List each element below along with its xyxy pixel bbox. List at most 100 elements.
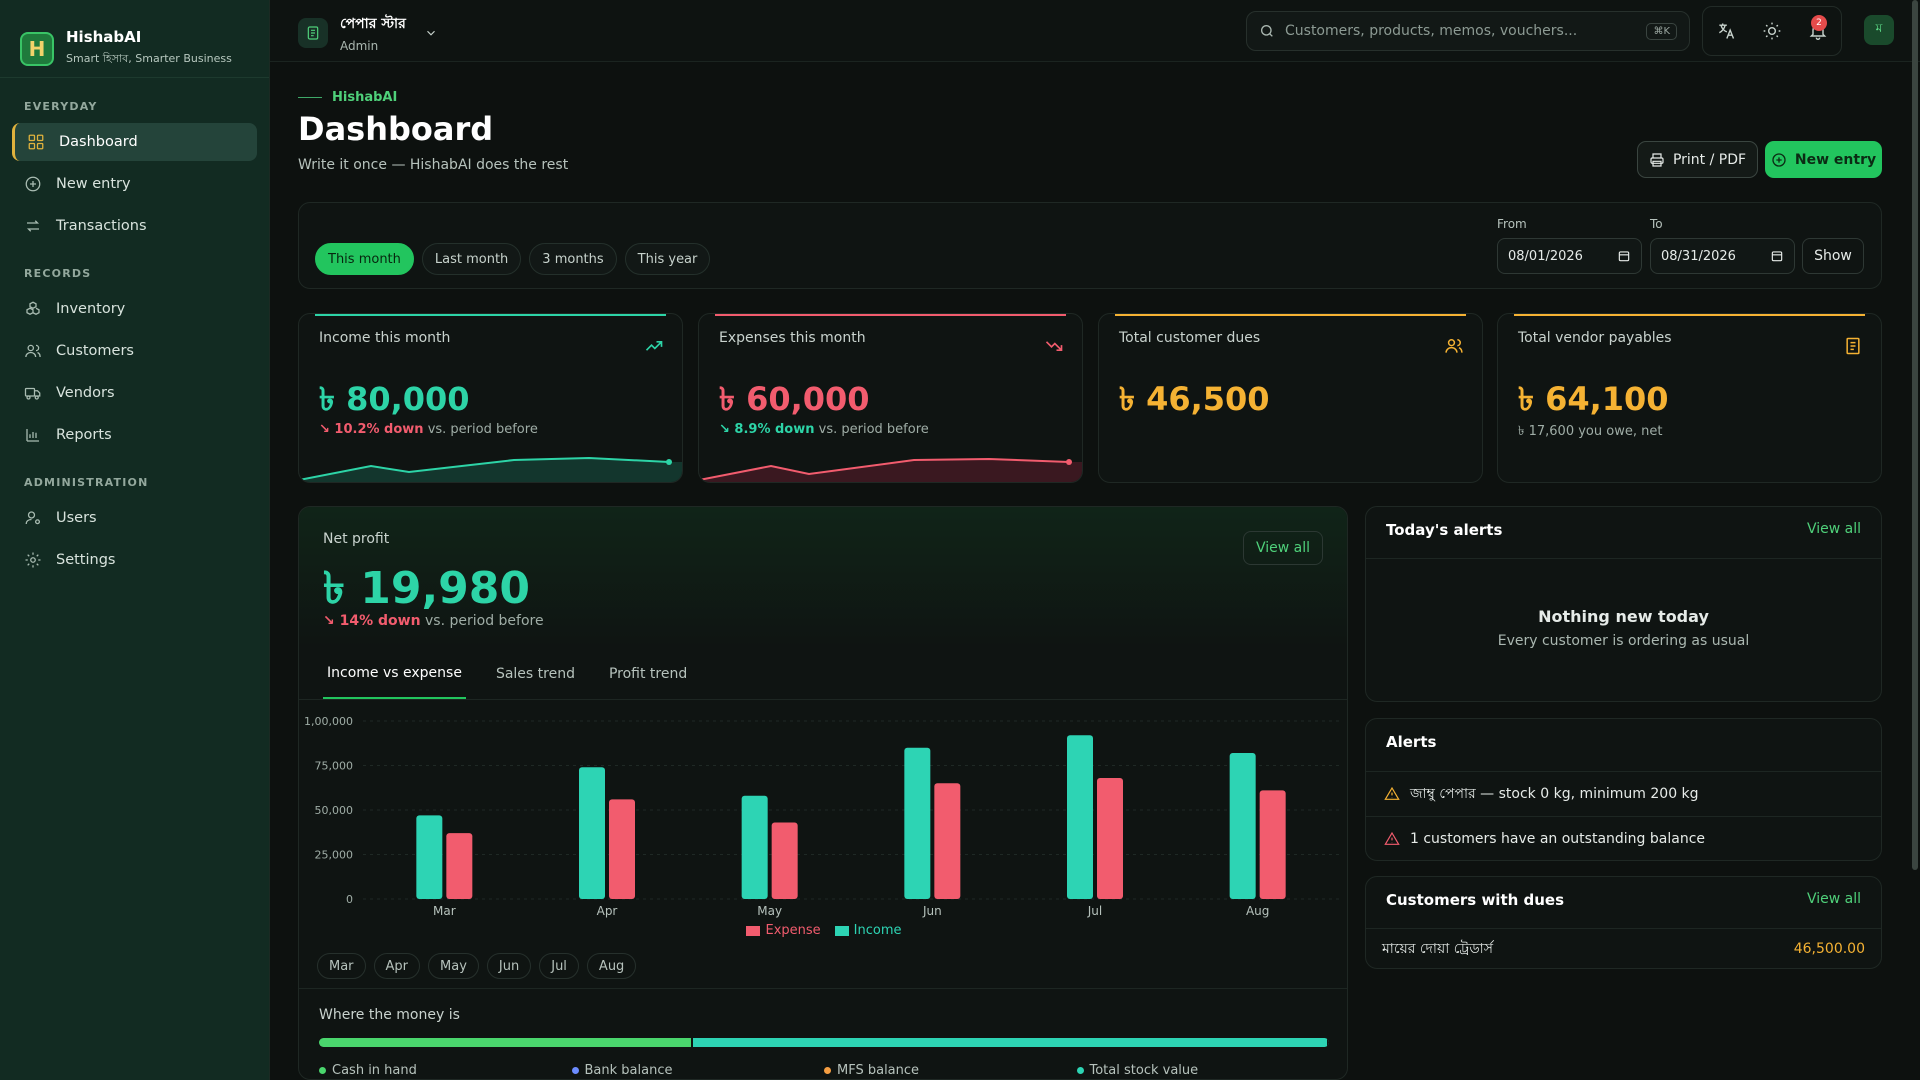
month-pill[interactable]: Jul	[539, 953, 579, 979]
expense-bar[interactable]	[609, 799, 635, 899]
vendor-payables-card[interactable]: Total vendor payables ৳ 64,100 ৳ 17,600 …	[1497, 313, 1882, 483]
panel-title: Today's alerts	[1386, 521, 1503, 539]
legend-dot	[1076, 1067, 1084, 1074]
show-button[interactable]: Show	[1802, 238, 1864, 274]
expense-bar[interactable]	[771, 822, 798, 899]
warning-icon	[1384, 786, 1400, 800]
from-date-input[interactable]: 08/01/2026	[1497, 238, 1642, 274]
y-tick-label: 1,00,000	[304, 715, 353, 728]
income-bar[interactable]	[579, 767, 605, 899]
page-scrollbar[interactable]	[1912, 0, 1918, 870]
x-tick-label: Jul	[1087, 904, 1102, 918]
sidebar-item-inventory[interactable]: Inventory	[12, 290, 257, 328]
income-bar[interactable]	[904, 747, 931, 899]
net-profit-label: Net profit	[323, 531, 390, 547]
to-date-input[interactable]: 08/31/2026	[1650, 238, 1795, 274]
expense-bar[interactable]	[934, 783, 961, 899]
expense-bar[interactable]	[1097, 777, 1123, 899]
money-distribution-bar	[319, 1038, 1329, 1047]
y-tick-label: 50,000	[315, 804, 354, 817]
change-value: 10.2% down	[334, 422, 424, 437]
search-input[interactable]: Customers, products, memos, vouchers... …	[1246, 11, 1690, 51]
card-label: Income this month	[319, 330, 451, 346]
income-card[interactable]: Income this month ৳ 80,000 ↘ 10.2% down …	[298, 313, 683, 483]
x-tick-label: Mar	[433, 904, 456, 918]
income-bar[interactable]	[1067, 735, 1093, 899]
table-row[interactable]: মায়ের দোয়া ট্রেডার্স 46,500.00	[1366, 929, 1881, 968]
tabs-divider	[299, 699, 1347, 700]
customer-dues-card[interactable]: Total customer dues ৳ 46,500	[1098, 313, 1483, 483]
section-label-everyday: EVERYDAY	[24, 100, 98, 113]
net-profit-header	[299, 507, 1347, 649]
card-label: Expenses this month	[719, 330, 866, 346]
month-pill[interactable]: May	[428, 953, 479, 979]
print-button[interactable]: Print / PDF	[1637, 141, 1758, 178]
month-pill[interactable]: Mar	[317, 953, 366, 979]
range-this-year[interactable]: This year	[624, 243, 711, 275]
chevron-down-icon[interactable]	[424, 26, 438, 40]
month-pill[interactable]: Jun	[486, 953, 532, 979]
expense-bar[interactable]	[446, 833, 473, 899]
sidebar-item-label: New entry	[56, 176, 131, 192]
range-last-month[interactable]: Last month	[421, 243, 522, 275]
month-pill[interactable]: Aug	[586, 953, 637, 979]
topbar: পেপার স্টার Admin Customers, products, m…	[270, 0, 1920, 62]
y-tick-label: 75,000	[315, 760, 354, 773]
calendar-icon[interactable]	[1617, 249, 1631, 263]
translate-icon[interactable]	[1716, 21, 1736, 41]
range-pills: This month Last month 3 months This year	[315, 243, 711, 275]
avatar[interactable]: ম	[1864, 15, 1894, 45]
sidebar-item-customers[interactable]: Customers	[12, 332, 257, 370]
income-bar[interactable]	[416, 815, 443, 899]
sidebar-item-transactions[interactable]: Transactions	[12, 207, 257, 245]
sidebar-item-settings[interactable]: Settings	[12, 541, 257, 579]
legend-expense[interactable]: Expense	[746, 923, 821, 938]
sun-icon[interactable]	[1762, 21, 1782, 41]
expense-bar[interactable]	[1259, 790, 1286, 899]
truck-icon	[24, 387, 41, 400]
todays-alerts-view-all[interactable]: View all	[1806, 521, 1861, 537]
card-change: ↘ 8.9% down vs. period before	[719, 422, 929, 437]
plus-circle-icon	[25, 176, 41, 192]
chart-legend: Expense Income	[299, 923, 1347, 938]
net-profit-view-all[interactable]: View all	[1242, 531, 1323, 565]
change-suffix: vs. period before	[427, 422, 538, 437]
sidebar-item-users[interactable]: Users	[12, 499, 257, 537]
x-tick-label: May	[757, 904, 782, 918]
panel-title: Alerts	[1386, 733, 1437, 751]
sidebar-item-dashboard[interactable]: Dashboard	[12, 123, 257, 161]
users-icon	[1445, 339, 1463, 353]
y-tick-label: 0	[346, 893, 353, 906]
store-switcher[interactable]: পেপার স্টার Admin	[298, 12, 438, 53]
range-this-month[interactable]: This month	[315, 243, 414, 275]
alert-item[interactable]: জাম্বু পেপার — stock 0 kg, minimum 200 k…	[1366, 771, 1881, 816]
breadcrumb[interactable]: HishabAI	[298, 90, 397, 105]
income-bar[interactable]	[741, 795, 768, 899]
legend-swatch	[746, 925, 761, 936]
page-subtitle: Write it once — HishabAI does the rest	[298, 157, 569, 173]
legend-label: Cash in hand	[332, 1063, 417, 1078]
sidebar-item-reports[interactable]: Reports	[12, 416, 257, 454]
sidebar-item-label: Reports	[56, 427, 112, 443]
tab-sales-trend[interactable]: Sales trend	[495, 666, 575, 682]
legend-income[interactable]: Income	[834, 923, 902, 938]
panel-title: Customers with dues	[1386, 891, 1565, 909]
month-pill[interactable]: Apr	[373, 953, 421, 979]
tab-profit-trend[interactable]: Profit trend	[608, 666, 688, 682]
dues-view-all[interactable]: View all	[1806, 891, 1861, 907]
expenses-card[interactable]: Expenses this month ৳ 60,000 ↘ 8.9% down…	[698, 313, 1083, 483]
new-entry-button[interactable]: New entry	[1765, 141, 1882, 178]
sidebar-item-label: Transactions	[56, 218, 147, 234]
money-label: Where the money is	[319, 1007, 460, 1023]
brand[interactable]: H HishabAI Smart হিসাব, Smarter Business	[0, 0, 269, 78]
card-value: ৳ 80,000	[319, 380, 470, 418]
sidebar-item-vendors[interactable]: Vendors	[12, 374, 257, 412]
range-3-months[interactable]: 3 months	[529, 243, 617, 275]
income-bar[interactable]	[1229, 753, 1256, 899]
alert-item[interactable]: 1 customers have an outstanding balance	[1366, 816, 1881, 860]
tab-income-vs-expense[interactable]: Income vs expense	[323, 649, 466, 699]
sidebar-item-new-entry[interactable]: New entry	[12, 165, 257, 203]
print-button-label: Print / PDF	[1672, 151, 1747, 168]
calendar-icon[interactable]	[1770, 249, 1784, 263]
arrow-down-icon: ↘	[719, 422, 735, 437]
